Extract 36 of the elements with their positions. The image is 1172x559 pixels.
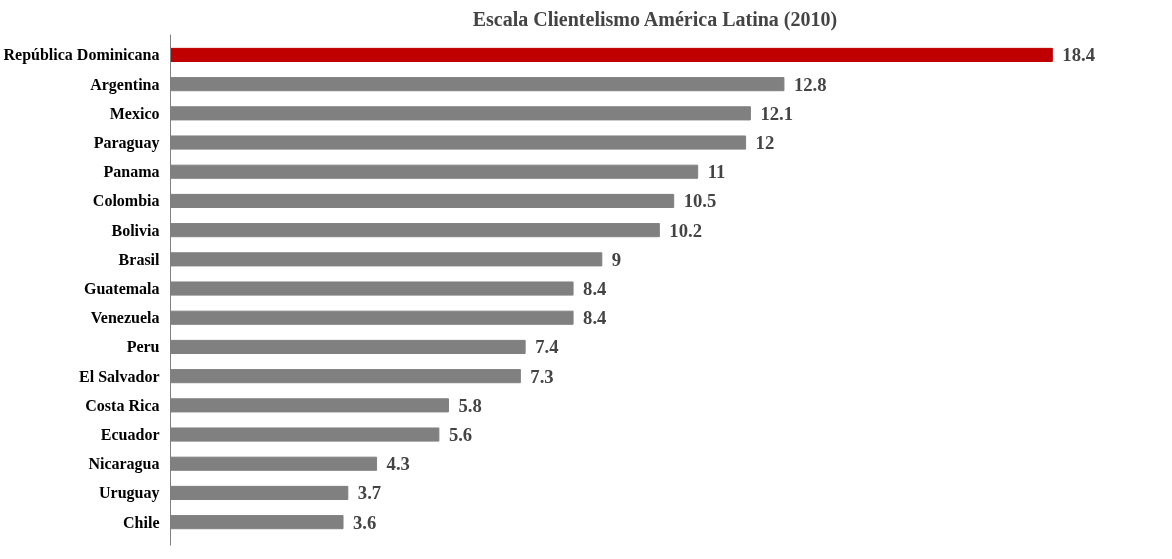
y-tick-label: República Dominicana (3, 46, 160, 65)
y-tick-label: Uruguay (99, 484, 160, 503)
y-tick-label: Colombia (92, 192, 160, 210)
data-label: 10.5 (683, 190, 717, 212)
y-tick-label: Peru (126, 338, 160, 356)
chart-title: Escala Clientelismo América Latina (2010) (472, 7, 838, 31)
data-label: 8.4 (583, 307, 607, 329)
y-tick-label: Brasil (118, 250, 161, 268)
data-label: 4.3 (386, 453, 410, 475)
data-label: 12.8 (793, 73, 827, 95)
y-tick-label: Mexico (109, 104, 160, 122)
y-tick-label: Costa Rica (85, 396, 160, 414)
data-label: 8.4 (583, 278, 607, 300)
y-tick-label: Bolivia (111, 221, 160, 239)
data-label: 18.4 (1062, 44, 1095, 66)
y-tick-label: Argentina (90, 75, 160, 94)
data-label: 7.3 (530, 365, 554, 387)
data-label: 3.7 (357, 482, 382, 504)
data-label: 5.8 (458, 394, 482, 416)
y-tick-label: Panama (103, 163, 160, 181)
bar (170, 47, 1053, 63)
data-label: 9 (611, 248, 622, 270)
data-label: 12.1 (760, 102, 794, 124)
data-label: 3.6 (353, 511, 377, 533)
data-label: 12 (755, 132, 775, 154)
data-label: 7.4 (535, 336, 559, 358)
y-tick-label: Paraguay (93, 134, 160, 153)
data-label: 5.6 (448, 424, 473, 446)
y-tick-label: Nicaragua (88, 455, 160, 474)
y-tick-label: El Salvador (79, 367, 160, 385)
y-tick-label: Venezuela (90, 309, 160, 327)
y-tick-label: Ecuador (100, 426, 160, 444)
y-tick-label: Chile (123, 513, 160, 531)
data-label: 10.2 (669, 219, 702, 241)
data-label: 11 (707, 161, 726, 183)
y-tick-label: Guatemala (83, 280, 160, 298)
